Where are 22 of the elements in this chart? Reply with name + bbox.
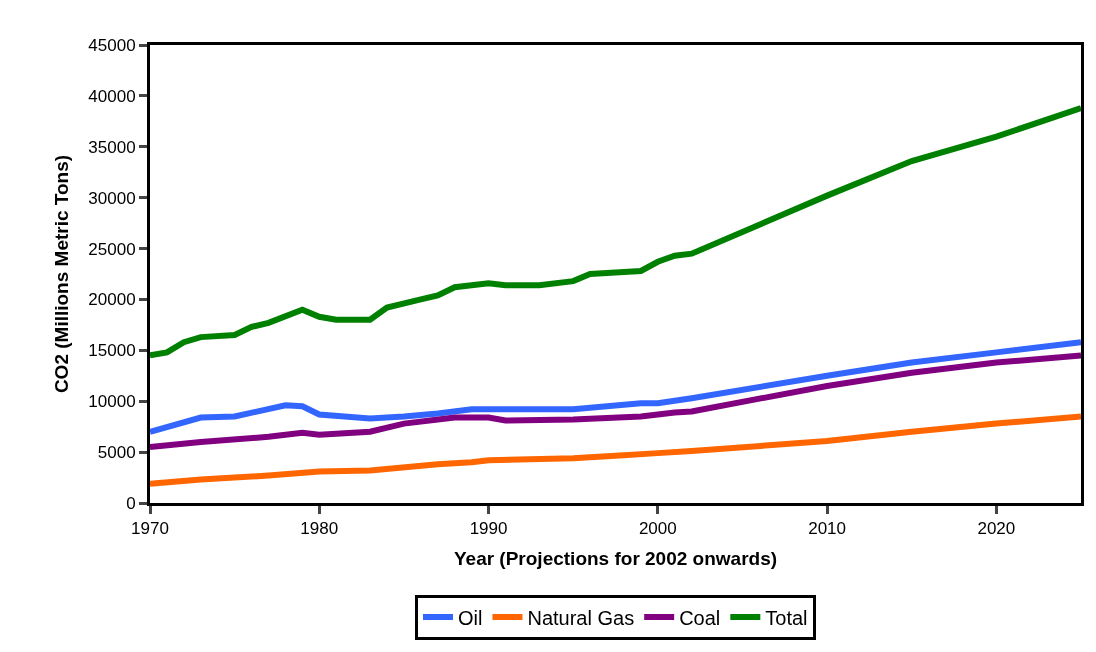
y-axis-title: CO2 (Millions Metric Tons) <box>51 154 73 394</box>
y-tick-label: 45000 <box>88 35 136 55</box>
x-tick-label: 2020 <box>977 519 1016 539</box>
legend-label: Total <box>765 606 808 629</box>
y-tick-label: 15000 <box>88 341 136 361</box>
x-tick-label: 2000 <box>638 519 677 539</box>
legend-label: Coal <box>679 606 721 629</box>
y-tick-label: 0 <box>126 493 136 513</box>
x-tick-label: 1970 <box>131 519 169 539</box>
x-tick-label: 1990 <box>469 519 508 539</box>
y-tick-label: 35000 <box>88 137 136 157</box>
y-tick-label: 5000 <box>97 443 136 463</box>
y-tick-label: 10000 <box>88 392 136 412</box>
legend-label: Natural Gas <box>527 606 635 629</box>
y-tick-label: 30000 <box>88 188 136 208</box>
x-axis-title: Year (Projections for 2002 onwards) <box>453 548 778 570</box>
x-tick-label: 2010 <box>808 519 846 539</box>
legend-label: Oil <box>458 606 483 629</box>
y-tick-label: 40000 <box>88 86 136 106</box>
y-tick-label: 25000 <box>88 239 136 259</box>
y-tick-label: 20000 <box>88 290 136 310</box>
x-tick-label: 1980 <box>300 519 339 539</box>
